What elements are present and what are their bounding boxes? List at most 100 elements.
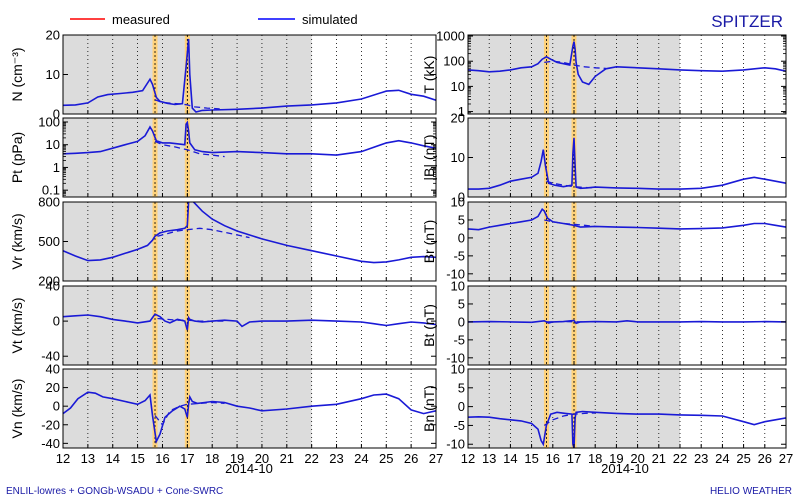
y-tick-label: 10: [451, 195, 465, 210]
x-tick-label: 26: [758, 451, 772, 466]
cme-arrival-band: [184, 35, 190, 114]
y-tick-label: 0: [458, 399, 465, 414]
x-tick-label: 18: [588, 451, 602, 466]
y-tick-label: 5: [458, 380, 465, 395]
panel-t: 1 10 100 1000 T (kK): [421, 29, 787, 119]
y-tick-label: 10: [46, 67, 60, 82]
y-tick-label: 0: [458, 314, 465, 329]
cme-arrival-band: [543, 286, 549, 365]
spacecraft-title: SPITZER: [711, 12, 783, 31]
y-tick-label: 5: [458, 212, 465, 227]
cme-arrival-band: [543, 369, 549, 448]
cme-arrival-band: [184, 369, 190, 448]
x-tick-label: 16: [546, 451, 560, 466]
right-x-axis-label: 2014-10: [601, 461, 649, 476]
series-b-dashed: [546, 180, 596, 189]
series-br-solid: [468, 207, 786, 231]
model-footer: ENLIL-lowres + GONGb-WSADU + Cone-SWRC: [6, 486, 223, 497]
cme-arrival-band: [184, 202, 190, 281]
x-tick-label: 25: [379, 451, 393, 466]
y-tick-label: -10: [446, 266, 465, 281]
y-axis-label: Bt (nT): [421, 304, 437, 347]
x-tick-label: 21: [280, 451, 294, 466]
y-tick-label: -40: [41, 436, 60, 451]
panel-frame: [467, 285, 787, 366]
y-tick-label: 1000: [436, 29, 465, 44]
panel-bt: 10 5 0 -5 -10 Bt (nT): [421, 279, 787, 366]
y-tick-label: 10: [451, 79, 465, 94]
y-tick-label: -10: [446, 437, 465, 452]
cme-arrival-band: [571, 286, 577, 365]
cme-arrival-band: [184, 118, 190, 197]
panel-frame: [62, 117, 437, 198]
brand-footer: HELIO WEATHER: [710, 486, 792, 497]
y-tick-label: -5: [453, 332, 465, 347]
y-axis-label: Vr (km/s): [9, 213, 25, 269]
y-axis-label: Br (nT): [421, 220, 437, 264]
series-vt-solid: [63, 313, 436, 331]
panel-frame: [62, 285, 437, 366]
cme-arrival-band: [571, 369, 577, 448]
x-tick-label: 19: [609, 451, 623, 466]
x-tick-label: 22: [673, 451, 687, 466]
legend-label-simulated: simulated: [302, 12, 358, 27]
series-vn-dashed: [154, 401, 225, 426]
cme-arrival-band: [571, 202, 577, 281]
x-tick-label: 20: [630, 451, 644, 466]
y-tick-label: 20: [451, 111, 465, 126]
y-tick-label: 10: [451, 279, 465, 294]
x-tick-label: 26: [404, 451, 418, 466]
y-axis-label: N (cm⁻³): [9, 47, 25, 101]
y-tick-label: 40: [46, 362, 60, 377]
panel-frame: [62, 368, 437, 449]
panel-frame: [467, 368, 787, 449]
x-tick-label: 27: [779, 451, 793, 466]
y-axis-label: T (kK): [421, 56, 437, 94]
x-tick-label: 15: [130, 451, 144, 466]
y-axis-label: Pt (pPa): [9, 132, 25, 183]
x-tick-label: 24: [354, 451, 368, 466]
legend: measured simulated: [70, 12, 358, 27]
x-tick-label: 16: [155, 451, 169, 466]
y-tick-label: 1: [458, 104, 465, 119]
series-pt-solid: [63, 120, 436, 156]
y-tick-label: -40: [41, 349, 60, 364]
series-n-dashed: [154, 99, 220, 110]
series-vr-dashed: [157, 227, 250, 239]
cme-arrival-band: [152, 118, 158, 197]
y-tick-label: 500: [38, 234, 60, 249]
x-tick-label: 14: [503, 451, 517, 466]
series-pt-dashed: [154, 140, 225, 158]
x-tick-label: 23: [694, 451, 708, 466]
series-t-solid: [468, 41, 786, 86]
y-tick-label: -5: [453, 418, 465, 433]
left-x-axis-label: 2014-10: [225, 461, 273, 476]
x-tick-label: 17: [180, 451, 194, 466]
y-tick-label: 800: [38, 195, 60, 210]
y-tick-label: 0: [458, 230, 465, 245]
x-tick-label: 27: [429, 451, 443, 466]
series-t-dashed: [544, 60, 606, 70]
y-tick-label: 20: [46, 28, 60, 43]
panel-br: 10 5 0 -5 -10 Br (nT): [421, 195, 787, 282]
panel-pt: 0.1 1 10 100 Pt (pPa): [9, 115, 437, 198]
x-tick-label: 14: [105, 451, 119, 466]
y-tick-label: 0: [53, 399, 60, 414]
series-vt-dashed: [157, 317, 225, 322]
y-tick-label: -20: [41, 417, 60, 432]
cme-arrival-band: [543, 118, 549, 197]
y-tick-label: 0: [53, 107, 60, 122]
series-bn-dashed: [543, 412, 596, 426]
series-n-solid: [63, 38, 436, 113]
x-tick-label: 24: [715, 451, 729, 466]
series-bn-solid: [468, 410, 786, 448]
y-tick-label: -5: [453, 248, 465, 263]
series-vn-solid: [63, 391, 436, 445]
x-tick-label: 20: [255, 451, 269, 466]
x-tick-label: 23: [329, 451, 343, 466]
y-tick-label: 0: [53, 314, 60, 329]
y-axis-label: Vt (km/s): [9, 298, 25, 354]
x-tick-label: 17: [567, 451, 581, 466]
